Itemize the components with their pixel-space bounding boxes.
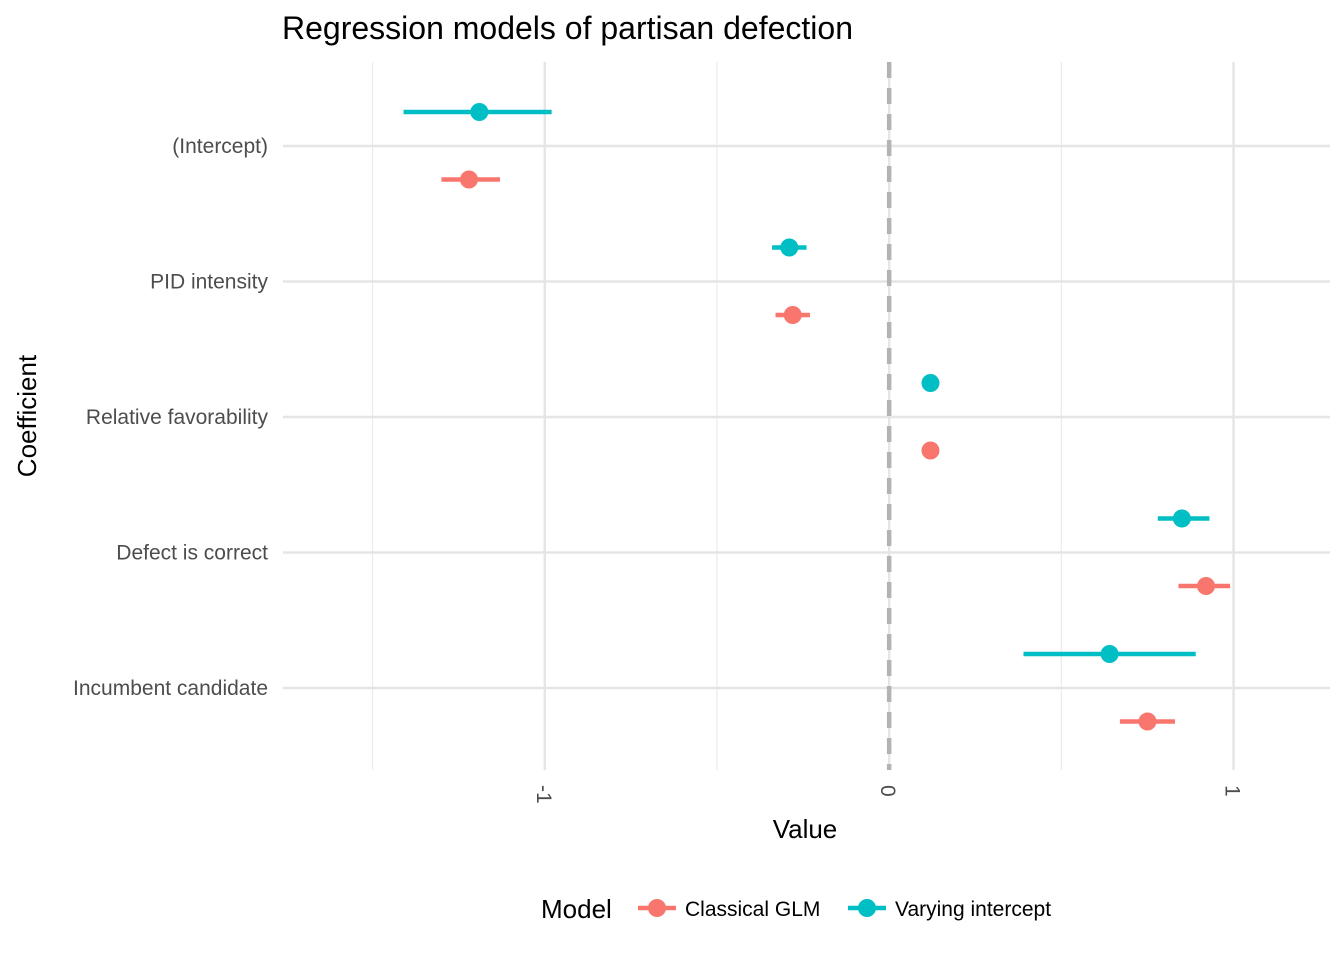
legend-label: Varying intercept [895,898,1051,921]
chart-title: Regression models of partisan defection [282,10,853,46]
y-tick-label: PID intensity [150,271,268,294]
y-tick-label: Defect is correct [116,542,268,565]
x-tick-label: -1 [532,785,555,804]
point-classical-glm [783,306,802,324]
y-tick-label: Incumbent candidate [73,677,268,700]
legend-title: Model [541,894,612,924]
point-varying-intercept [1172,509,1191,528]
legend-label: Classical GLM [685,898,820,921]
point-varying-intercept [470,103,489,121]
legend-key-point [648,899,666,917]
legend-item-varying-intercept: Varying intercept [848,898,1051,921]
y-tick-label: (Intercept) [172,135,268,158]
legend: Model Classical GLM Varying intercept [541,894,1051,924]
legend-key-point [858,899,876,917]
marks-layer [403,103,1231,731]
y-tick-label: Relative favorability [86,406,269,429]
legend-items: Classical GLM Varying intercept [638,898,1051,921]
x-tick-label: 0 [876,785,899,797]
point-varying-intercept [921,374,940,392]
point-classical-glm [1138,712,1157,731]
x-tick-label: 1 [1221,785,1244,797]
x-axis-label: Value [773,814,838,844]
point-classical-glm [459,170,478,189]
point-varying-intercept [1100,645,1119,663]
axis-layer: (Intercept) PID intensity Relative favorab… [73,135,1244,804]
point-varying-intercept [780,238,799,257]
legend-item-classical-glm: Classical GLM [638,898,820,921]
point-classical-glm [1197,577,1216,595]
y-axis-label: Coefficient [12,354,42,477]
grid-layer [283,62,1330,770]
point-classical-glm [921,441,940,460]
